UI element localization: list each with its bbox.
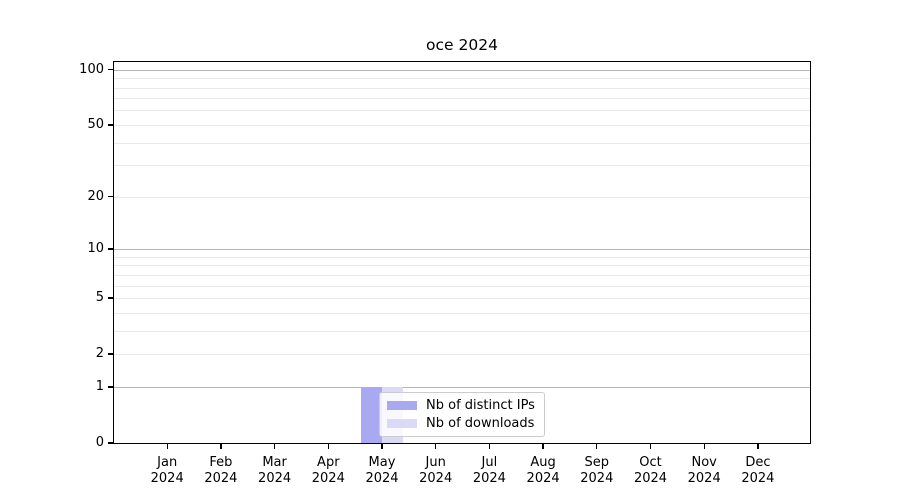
y-tick-label: 20 [87,188,104,204]
gridline-minor [114,98,810,100]
x-tick-label: May 2024 [365,455,399,486]
x-tick-mark [381,444,383,449]
gridline-minor [114,142,810,144]
x-tick-label: Nov 2024 [687,455,721,486]
gridline-major [114,69,810,71]
gridline-minor [114,196,810,198]
x-tick-label: Apr 2024 [311,455,345,486]
x-tick-label: Dec 2024 [741,455,775,486]
y-tick-mark [108,386,113,388]
legend-swatch [387,401,417,410]
x-tick-mark [220,444,222,449]
chart-title: oce 2024 [426,36,498,54]
x-tick-label: Oct 2024 [633,455,668,486]
x-tick-mark [435,444,437,449]
gridline-major [114,386,810,388]
x-tick-mark [488,444,491,449]
gridline-minor [114,87,810,89]
gridline-minor [114,298,810,299]
x-tick-label: Jun 2024 [419,455,453,486]
gridline-minor [114,312,810,314]
y-tick-label: 0 [95,435,104,450]
plot-area [114,62,810,443]
gridline-minor [114,330,810,332]
x-tick-mark [649,444,652,449]
x-tick-label: Feb 2024 [204,455,238,486]
y-tick-label: 5 [95,290,104,305]
legend-entry: Nb of distinct IPs [387,398,535,413]
x-tick-mark [703,444,705,449]
legend-label: Nb of downloads [426,416,535,431]
gridline-minor [114,274,810,276]
legend-label: Nb of distinct IPs [426,398,535,413]
y-tick-mark [108,124,113,126]
x-tick-label: Jan 2024 [150,455,184,486]
x-tick-label: Sep 2024 [580,455,614,486]
gridline-minor [114,265,810,267]
bar-nb-of-distinct-ips [361,386,382,443]
y-tick-mark [108,248,113,250]
y-tick-label: 10 [87,241,104,256]
gridline-minor [114,354,810,356]
x-tick-label: Aug 2024 [526,455,560,486]
y-tick-label: 1 [95,378,104,394]
x-tick-label: Jul 2024 [472,455,506,486]
gridline-minor [114,256,810,258]
x-tick-mark [596,444,598,449]
x-tick-mark [273,444,276,449]
y-tick-label: 100 [79,61,104,77]
x-tick-mark [542,444,544,449]
gridline-minor [114,124,810,126]
x-tick-label: Mar 2024 [258,455,292,486]
y-tick-mark [108,68,113,71]
gridline-major [114,249,810,250]
y-tick-mark [108,297,113,299]
y-tick-label: 50 [87,116,104,132]
gridline-minor [114,285,810,287]
y-tick-mark [108,353,113,355]
x-tick-mark [327,444,329,449]
y-tick-mark [108,196,113,198]
x-tick-mark [757,444,759,449]
legend: Nb of distinct IPs Nb of downloads [379,392,545,437]
legend-entry: Nb of downloads [387,416,535,431]
legend-swatch [387,419,417,428]
y-tick-label: 2 [95,346,104,362]
gridline-minor [114,110,810,112]
gridline-minor [114,165,810,167]
x-tick-mark [166,444,168,449]
y-tick-mark [108,442,113,444]
gridline-minor [114,78,810,80]
